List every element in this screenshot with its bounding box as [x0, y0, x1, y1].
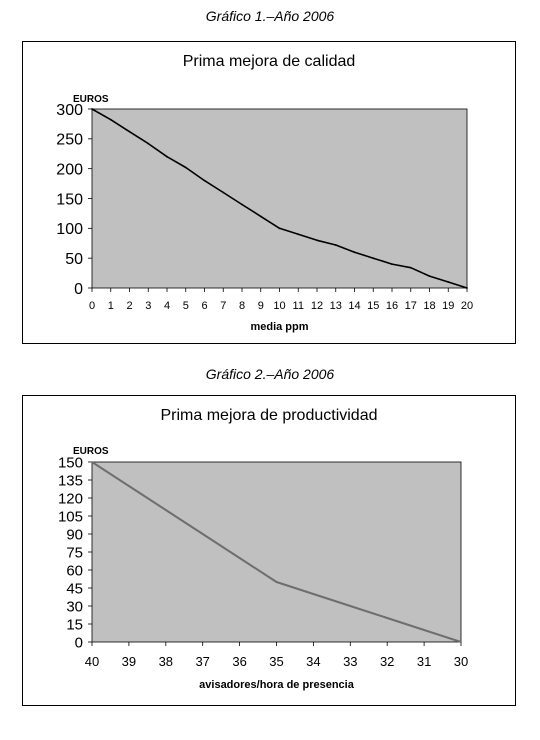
chart1-title: Prima mejora de calidad — [183, 53, 356, 70]
chart2-ytick-label: 150 — [58, 454, 83, 471]
chart2-ytick-label: 15 — [66, 616, 83, 633]
chart1-data-point — [222, 191, 225, 194]
chart2-plot-area — [91, 461, 462, 643]
chart1-data-point — [466, 287, 468, 289]
chart2-ytick-label: 120 — [58, 490, 83, 507]
chart1-xtick-label: 20 — [461, 300, 473, 312]
chart1-data-point — [241, 203, 243, 206]
chart2-ytick-label: 135 — [58, 472, 83, 489]
chart2-ytick-label: 75 — [66, 544, 83, 561]
chart1-ytick-label: 0 — [74, 281, 83, 298]
chart2-xtick-label: 35 — [269, 654, 283, 669]
chart1-ytick-label: 150 — [56, 191, 83, 208]
chart1-xtick-label: 6 — [201, 300, 207, 312]
chart1-caption: Gráfico 1.–Año 2006 — [205, 8, 335, 24]
chart1-data-point — [316, 239, 318, 242]
chart2-caption: Gráfico 2.–Año 2006 — [205, 366, 335, 382]
chart2-xtick-label: 39 — [122, 654, 136, 669]
chart2-ytick-label: 60 — [66, 562, 83, 579]
chart2-frame: Prima mejora de productividad EUROS 0 15 30 4… — [22, 395, 516, 706]
chart1-svg: Prima mejora de calidadEUROS050100150200… — [56, 53, 473, 333]
chart1-data-point — [353, 251, 356, 254]
chart1-xtick-label: 13 — [330, 300, 342, 312]
chart1-xtick-label: 15 — [367, 300, 379, 312]
chart1-xtick-label: 3 — [145, 300, 151, 312]
chart1-xtick-label: 0 — [89, 300, 95, 312]
chart2-data-point — [275, 581, 278, 583]
chart2-ytick-label: 30 — [66, 598, 83, 615]
chart1-data-point — [184, 166, 187, 169]
chart1-xtick-label: 5 — [183, 300, 189, 312]
chart1-xtick-label: 1 — [108, 300, 114, 312]
chart1-xtick-label: 10 — [273, 300, 285, 312]
chart1-data-point — [409, 266, 412, 269]
chart1-xtick-label: 14 — [348, 300, 360, 312]
chart1-data-point — [297, 233, 300, 236]
chart1-xtick-label: 17 — [405, 300, 417, 312]
chart1-data-point — [372, 257, 375, 260]
chart1-data-point — [391, 263, 393, 266]
chart2-data-point — [312, 593, 315, 595]
chart1-ytick-label: 100 — [56, 221, 83, 238]
chart1-ylabel: EUROS — [73, 94, 109, 105]
chart1-data-point — [259, 215, 262, 218]
chart1-data-point — [166, 155, 168, 158]
chart2-xtick-label: 32 — [380, 654, 394, 669]
chart2-data-point — [460, 641, 462, 643]
chart1-ytick-label: 50 — [65, 251, 83, 268]
chart1-ytick-label: 200 — [56, 161, 83, 178]
chart1-xtick-label: 18 — [423, 300, 435, 312]
chart2-data-point — [164, 509, 167, 511]
chart1-xtick-label: 11 — [293, 300, 304, 312]
chart1-data-point — [278, 227, 281, 230]
chart1-data-point — [91, 108, 93, 110]
chart2-xtick-label: 31 — [417, 654, 431, 669]
chart1-plot-area — [91, 108, 468, 289]
chart2-data-point — [349, 605, 352, 607]
chart1-xtick-label: 2 — [126, 300, 132, 312]
chart2-ylabel: EUROS — [73, 446, 109, 457]
chart2-ytick-label: 90 — [66, 526, 83, 543]
chart2-svg: Prima mejora de productividadEUROS015304… — [58, 407, 468, 691]
chart2-xtick-label: 40 — [85, 654, 99, 669]
chart1-xlabel: media ppm — [250, 321, 308, 333]
chart2-data-point — [128, 485, 130, 487]
chart2-xtick-label: 36 — [232, 654, 246, 669]
chart2-xtick-label: 33 — [343, 654, 357, 669]
chart2-xlabel: avisadores/hora de presencia — [199, 679, 355, 691]
chart1-data-point — [147, 142, 150, 145]
chart2-ytick-label: 0 — [75, 634, 83, 651]
chart2-data-point — [423, 629, 425, 631]
chart1-data-point — [428, 275, 431, 277]
chart2-xtick-label: 37 — [195, 654, 209, 669]
chart1-xtick-label: 19 — [442, 300, 454, 312]
chart2-data-point — [238, 557, 241, 559]
chart1-data-point — [203, 179, 206, 182]
chart2-data-point — [386, 617, 389, 619]
chart1-data-point — [447, 281, 450, 283]
chart2-ytick-label: 45 — [66, 580, 83, 597]
chart1-xtick-label: 12 — [311, 300, 323, 312]
chart1-ytick-label: 250 — [56, 132, 83, 149]
chart1-ytick-label: 300 — [56, 102, 83, 119]
chart2-xtick-label: 34 — [306, 654, 320, 669]
chart1-xtick-label: 8 — [239, 300, 245, 312]
chart1-data-point — [109, 118, 112, 121]
chart1-xtick-label: 7 — [220, 300, 226, 312]
chart1-xtick-label: 16 — [386, 300, 398, 312]
chart1-frame: Prima mejora de calidad EUROS 0 50 100 150 200… — [22, 41, 516, 344]
chart2-title: Prima mejora de productividad — [161, 407, 378, 424]
chart2-xtick-label: 38 — [159, 654, 173, 669]
chart1-xtick-label: 9 — [258, 300, 264, 312]
chart2-data-point — [201, 533, 204, 535]
chart1-data-point — [334, 244, 337, 246]
chart1-data-point — [128, 130, 131, 133]
chart2-data-point — [91, 461, 93, 463]
chart2-ytick-label: 105 — [58, 508, 83, 525]
chart1-xtick-label: 4 — [164, 300, 170, 312]
chart2-xtick-label: 30 — [454, 654, 468, 669]
